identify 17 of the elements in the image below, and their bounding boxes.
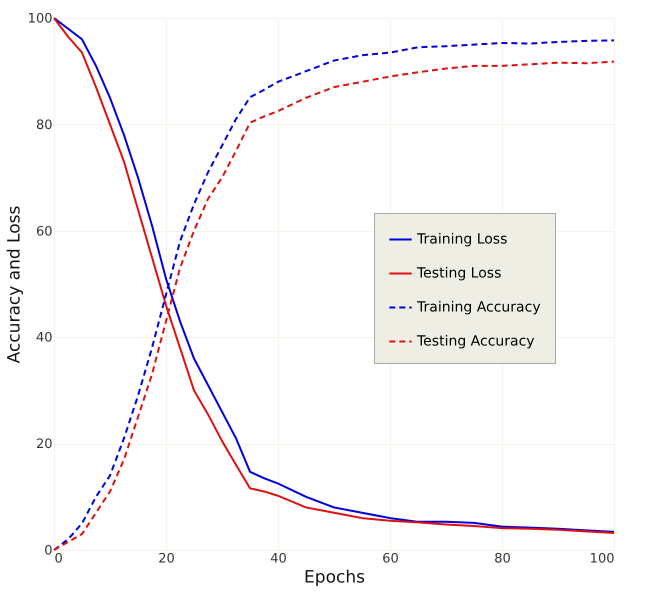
- y-tick-label: 40: [36, 330, 52, 346]
- legend-label: Testing Accuracy: [416, 334, 535, 350]
- y-tick-label: 100: [28, 12, 52, 26]
- y-tick-label: 60: [36, 224, 52, 240]
- x-tick-label: 100: [590, 552, 614, 566]
- y-tick-label: 80: [36, 118, 52, 133]
- x-tick-label: 80: [494, 552, 511, 566]
- y-axis-title: Accuracy and Loss: [4, 206, 25, 364]
- x-tick-label: 40: [270, 552, 287, 566]
- legend-label: Testing Loss: [416, 266, 502, 282]
- legend-label: Training Loss: [416, 232, 508, 248]
- x-tick-label: 0: [54, 552, 63, 566]
- x-tick-label: 60: [382, 552, 399, 566]
- legend-label: Training Accuracy: [416, 300, 541, 316]
- y-tick-label: 20: [36, 437, 52, 452]
- x-axis-title: Epochs: [304, 568, 366, 588]
- x-tick-label: 20: [158, 552, 175, 566]
